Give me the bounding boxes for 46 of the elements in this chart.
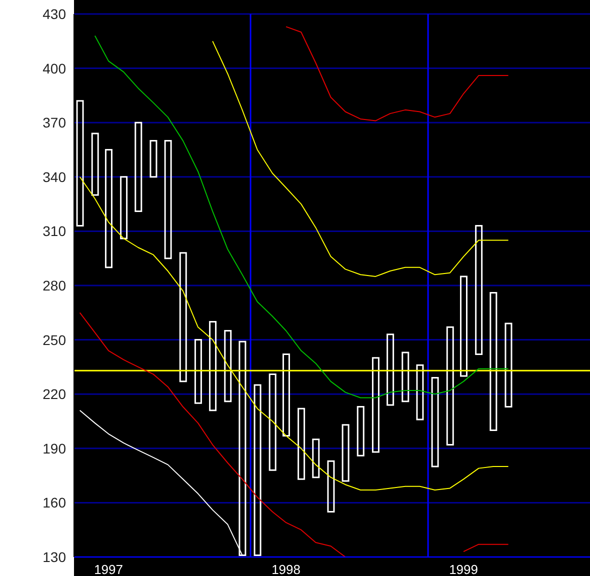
y-tick-label: 130 <box>42 548 66 565</box>
bar <box>282 354 290 436</box>
bar <box>134 122 142 212</box>
line-series <box>94 35 509 398</box>
x-tick-label: 1997 <box>94 562 123 576</box>
y-tick-label: 400 <box>42 60 66 76</box>
y-tick-label: 250 <box>42 332 66 348</box>
bar <box>490 292 498 432</box>
bar <box>268 373 276 471</box>
bar <box>356 406 364 456</box>
y-tick-label: 190 <box>42 440 66 456</box>
bar <box>312 438 320 478</box>
y-tick-label: 430 <box>42 6 66 22</box>
x-tick-label: 1999 <box>449 562 478 576</box>
bar <box>504 322 512 408</box>
y-tick-label: 280 <box>42 277 66 294</box>
y-tick-label: 310 <box>42 223 66 240</box>
bar <box>194 339 202 404</box>
line-series <box>286 26 509 122</box>
bar <box>460 276 468 377</box>
bar <box>150 140 158 178</box>
y-tick-label: 370 <box>42 114 66 131</box>
bar <box>416 364 424 420</box>
bar <box>342 424 350 482</box>
bar <box>209 320 217 412</box>
line-series <box>212 40 509 277</box>
y-tick-label: 220 <box>42 386 66 402</box>
bar <box>120 176 128 240</box>
y-tick-label: 160 <box>42 494 66 511</box>
bar <box>164 140 172 260</box>
bar <box>104 149 112 268</box>
bar <box>179 252 187 382</box>
x-tick-label: 1998 <box>272 562 300 576</box>
bar <box>372 357 380 453</box>
bar <box>91 132 99 196</box>
bar <box>327 460 335 512</box>
bar <box>254 384 262 556</box>
bar <box>76 100 84 227</box>
bar <box>224 330 232 402</box>
bar <box>386 334 394 406</box>
y-tick-label: 340 <box>42 168 66 185</box>
bar <box>475 225 483 356</box>
bar <box>446 326 454 446</box>
bar <box>298 408 306 480</box>
bar <box>402 352 410 402</box>
bar <box>431 377 439 468</box>
